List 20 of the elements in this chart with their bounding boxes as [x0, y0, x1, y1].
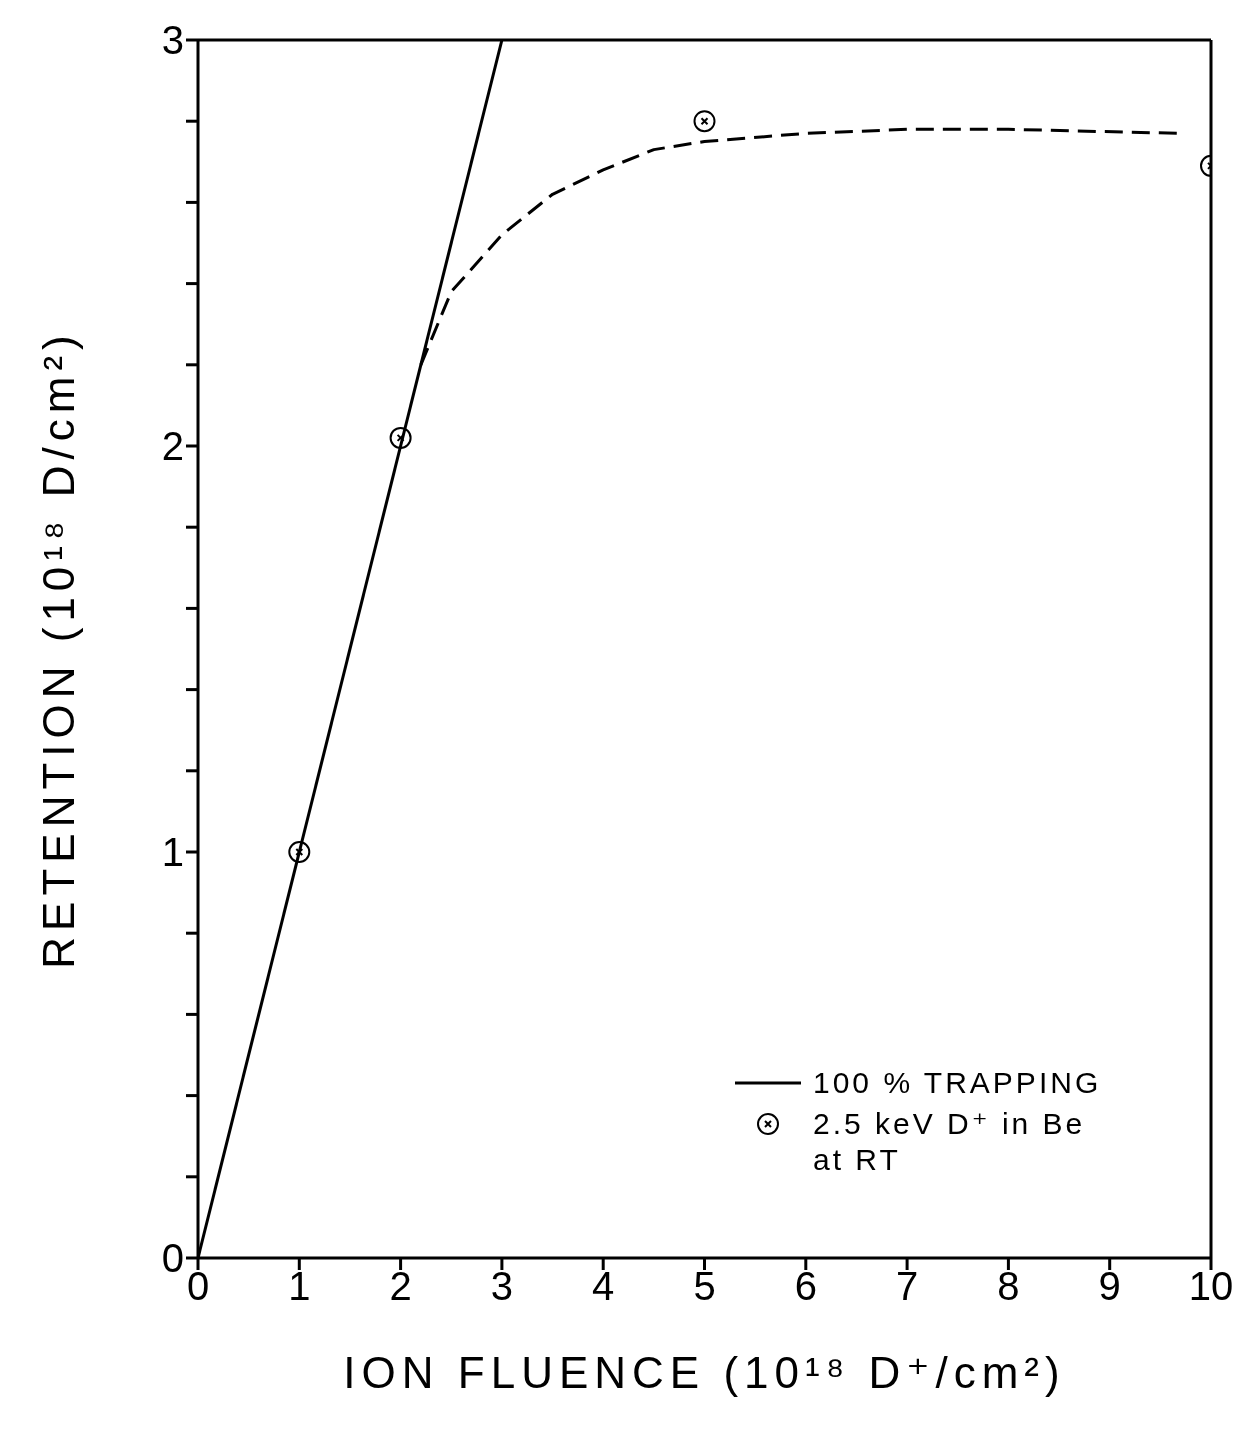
- legend-label: 2.5 keV D⁺ in Be at RT: [813, 1106, 1087, 1178]
- x-tick-label: 7: [895, 1264, 919, 1309]
- x-axis-title: ION FLUENCE (10¹⁸ D⁺/cm²): [343, 1348, 1066, 1397]
- y-tick-label: 1: [161, 830, 184, 875]
- x-tick-label: 9: [1098, 1264, 1121, 1309]
- x-tick-label: 6: [794, 1264, 817, 1309]
- x-tick-label: 8: [997, 1264, 1020, 1309]
- legend-label: 100 % TRAPPING: [813, 1065, 1103, 1101]
- y-tick-label: 2: [161, 424, 184, 469]
- point: [389, 426, 412, 449]
- x-tick-label: 1: [288, 1264, 311, 1309]
- y-tick-label: 0: [161, 1236, 184, 1281]
- x-tick-label: 4: [592, 1264, 615, 1309]
- point: [288, 841, 311, 863]
- y-axis-title: RETENTION (10¹⁸ D/cm²): [33, 329, 83, 969]
- x-tick-label: 5: [693, 1264, 716, 1309]
- x-tick-label: 3: [490, 1264, 514, 1309]
- x-tick-label: 10: [1188, 1264, 1234, 1309]
- y-tick-label: 3: [161, 18, 184, 63]
- x-tick-label: 2: [389, 1264, 412, 1309]
